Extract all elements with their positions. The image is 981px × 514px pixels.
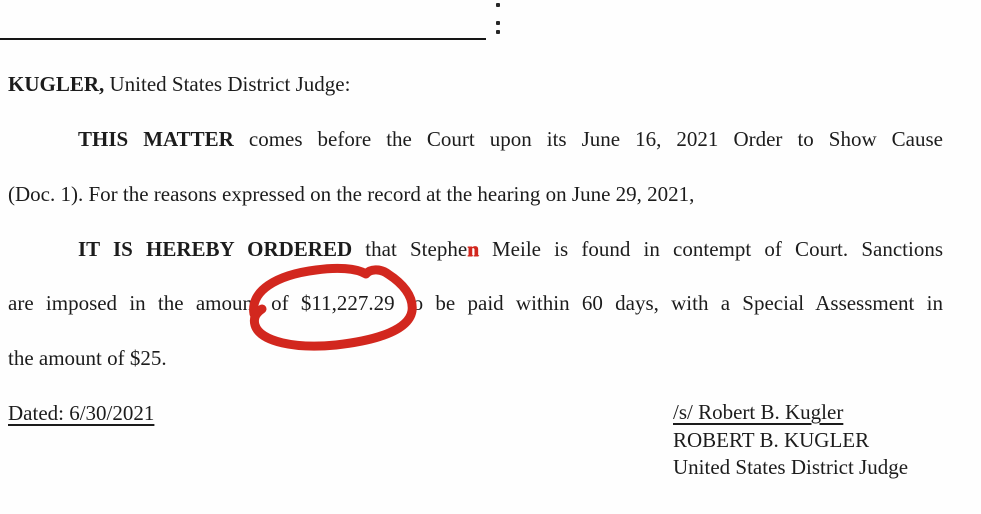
judge-title: United States District Judge: xyxy=(104,72,351,96)
paragraph2-line1: IT IS HEREBY ORDERED that Stephen Meile … xyxy=(8,235,943,263)
paragraph1-line2: (Doc. 1). For the reasons expressed on t… xyxy=(8,182,695,206)
judge-heading-line: KUGLER, United States District Judge: xyxy=(8,70,943,98)
paragraph1-line1-text: comes before the Court upon its June 16,… xyxy=(233,127,944,151)
this-matter-bold: THIS MATTER xyxy=(78,127,234,151)
electronic-signature: /s/ Robert B. Kugler xyxy=(673,400,844,424)
caption-colon-dot-icon xyxy=(496,30,500,34)
dated-line: Dated: 6/30/2021 xyxy=(8,399,408,427)
signer-name: ROBERT B. KUGLER xyxy=(673,427,870,452)
paragraph2-line3: the amount of $25. xyxy=(8,346,167,370)
judge-name: KUGLER, xyxy=(8,72,105,96)
redaction-mark: n xyxy=(467,237,479,261)
signer-title: United States District Judge xyxy=(673,455,909,479)
signature-block: /s/ Robert B. Kugler ROBERT B. KUGLER Un… xyxy=(673,399,908,482)
paragraph1-line1: THIS MATTER comes before the Court upon … xyxy=(8,125,943,153)
paragraph2-line1-mid: that Stephe xyxy=(352,237,468,261)
ordered-bold: IT IS HEREBY ORDERED xyxy=(78,237,353,261)
dated-text: Dated: 6/30/2021 xyxy=(8,401,155,425)
caption-underline-rule xyxy=(0,38,486,40)
caption-colon-dot-icon xyxy=(496,21,500,25)
caption-colon-dot-icon xyxy=(496,3,500,7)
paragraph2-line2-sanction-amount: are imposed in the amount of $11,227.29 … xyxy=(8,291,943,315)
paragraph2-line1-text: Meile is found in contempt of Court. San… xyxy=(478,237,943,261)
